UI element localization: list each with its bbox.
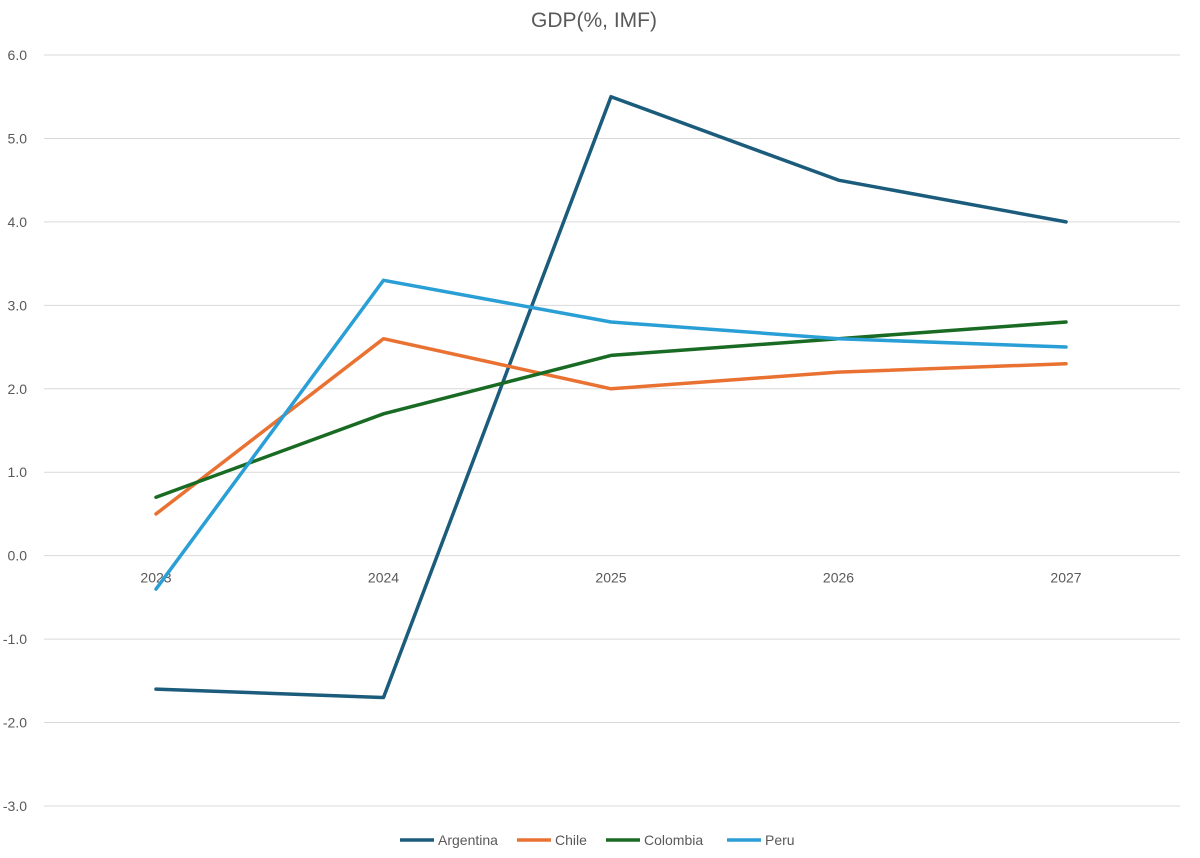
y-tick-label: 5.0 [8,130,28,146]
legend-item-colombia: Colombia [606,832,703,848]
x-category-label: 2027 [1050,570,1081,586]
x-category-label: 2024 [368,570,399,586]
chart-title: GDP(%, IMF) [531,9,657,32]
legend-label: Chile [555,832,587,848]
legend-label: Colombia [644,832,703,848]
series-line-argentina [154,94,1068,700]
legend: Argentina Chile Colombia Peru [400,832,795,848]
x-category-label: 2026 [823,570,854,586]
legend-label: Peru [765,832,795,848]
series-line-chile [154,336,1068,516]
series-line-colombia [154,320,1068,500]
gridlines [44,54,1180,807]
y-tick-label: 3.0 [8,297,28,313]
y-tick-label: 2.0 [8,381,28,397]
y-tick-label: 0.0 [8,548,28,564]
y-tick-label: -2.0 [3,715,27,731]
series-line-peru [154,278,1068,591]
y-tick-label: 6.0 [8,47,28,63]
y-tick-label: 4.0 [8,214,28,230]
y-tick-label: -3.0 [3,798,27,814]
x-category-label: 2025 [595,570,626,586]
x-axis-category-labels: 2023 2024 2025 2026 2027 [140,570,1081,586]
legend-item-chile: Chile [517,832,587,848]
series-lines [154,94,1068,700]
y-tick-label: -1.0 [3,631,27,647]
legend-item-argentina: Argentina [400,832,498,848]
legend-label: Argentina [438,832,498,848]
legend-item-peru: Peru [727,832,795,848]
x-category-label: 2023 [140,570,171,586]
y-axis-tick-labels: -3.0 -2.0 -1.0 0.0 1.0 2.0 3.0 4.0 5.0 6.0 [3,47,27,814]
y-tick-label: 1.0 [8,464,28,480]
